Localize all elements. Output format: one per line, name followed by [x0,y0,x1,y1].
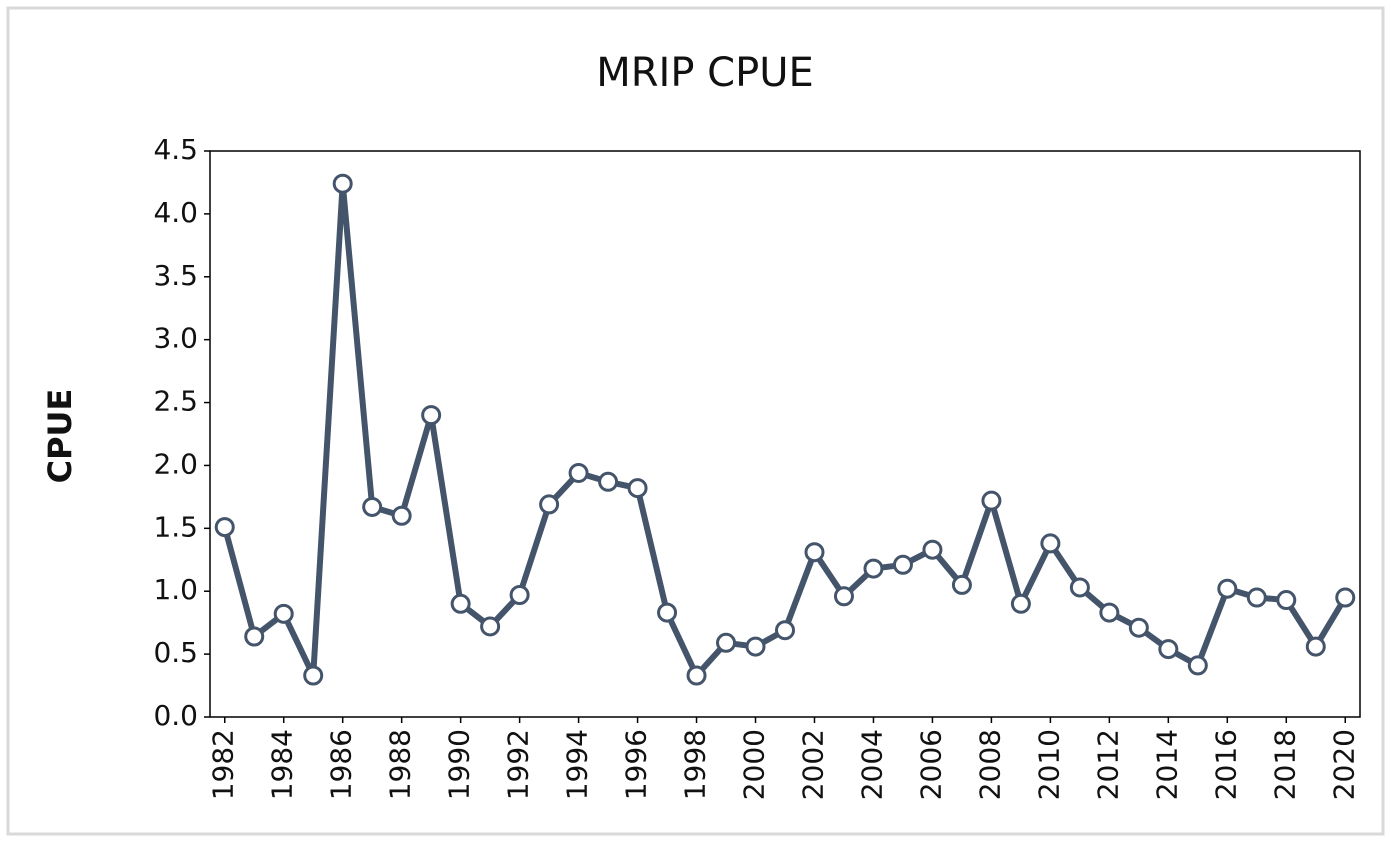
data-point [627,478,648,499]
x-tick-label: 2010 [1032,729,1065,800]
y-tick-label: 0.0 [153,699,198,732]
data-point [922,539,943,560]
data-point [1305,636,1326,657]
data-point [892,554,913,575]
data-point [1158,639,1179,660]
y-tick-label: 3.0 [153,322,198,355]
x-tick-label: 1984 [266,729,299,800]
data-point [480,616,501,637]
data-point [362,496,383,517]
data-point [1128,617,1149,638]
x-tick-label: 1994 [561,729,594,800]
data-point [1335,587,1356,608]
x-tick-label: 2020 [1327,729,1360,800]
y-tick-label: 2.5 [153,385,198,418]
data-point [686,665,707,686]
x-tick-label: 2008 [973,729,1006,800]
data-point [273,603,294,624]
plot-area [209,150,1361,718]
x-tick-label: 1990 [443,729,476,800]
data-point [421,405,442,426]
x-tick-label: 2012 [1091,729,1124,800]
x-tick-label: 1988 [384,729,417,800]
data-point [1099,602,1120,623]
data-point [1187,655,1208,676]
chart-title: MRIP CPUE [596,50,814,96]
data-point [863,558,884,579]
data-point [804,542,825,563]
data-point [598,471,619,492]
data-point [1246,587,1267,608]
x-tick-label: 2016 [1209,729,1242,800]
x-tick-label: 1982 [207,729,240,800]
data-point [539,494,560,515]
x-tick-label: 1986 [325,729,358,800]
data-point [716,632,737,653]
data-point [981,490,1002,511]
y-axis-label: CPUE [41,389,79,484]
data-point [1276,590,1297,611]
x-tick-label: 2002 [796,729,829,800]
data-point [244,626,265,647]
x-tick-label: 1992 [502,729,535,800]
y-tick-label: 0.5 [153,636,198,669]
y-tick-label: 1.5 [153,510,198,543]
data-point [450,593,471,614]
y-tick-label: 2.0 [153,447,198,480]
x-tick-label: 2014 [1150,729,1183,800]
x-tick-label: 1996 [620,729,653,800]
data-point [332,173,353,194]
y-tick-label: 4.0 [153,196,198,229]
data-point [833,586,854,607]
chart-frame [6,6,1385,836]
data-point [951,574,972,595]
x-tick-label: 2004 [855,729,888,800]
y-tick-label: 4.5 [153,133,198,166]
x-tick-label: 1998 [679,729,712,800]
data-point [1069,577,1090,598]
x-tick-label: 2006 [914,729,947,800]
data-point [303,665,324,686]
y-tick-label: 1.0 [153,573,198,606]
data-point [1040,533,1061,554]
data-point [1010,593,1031,614]
data-point [657,602,678,623]
data-point [509,584,530,605]
data-point [214,517,235,538]
y-tick-label: 3.5 [153,259,198,292]
x-tick-label: 2000 [738,729,771,800]
data-point [568,462,589,483]
data-point [745,636,766,657]
data-point [775,620,795,641]
data-point [1217,578,1238,599]
data-point [391,505,412,526]
x-tick-label: 2018 [1268,729,1301,800]
